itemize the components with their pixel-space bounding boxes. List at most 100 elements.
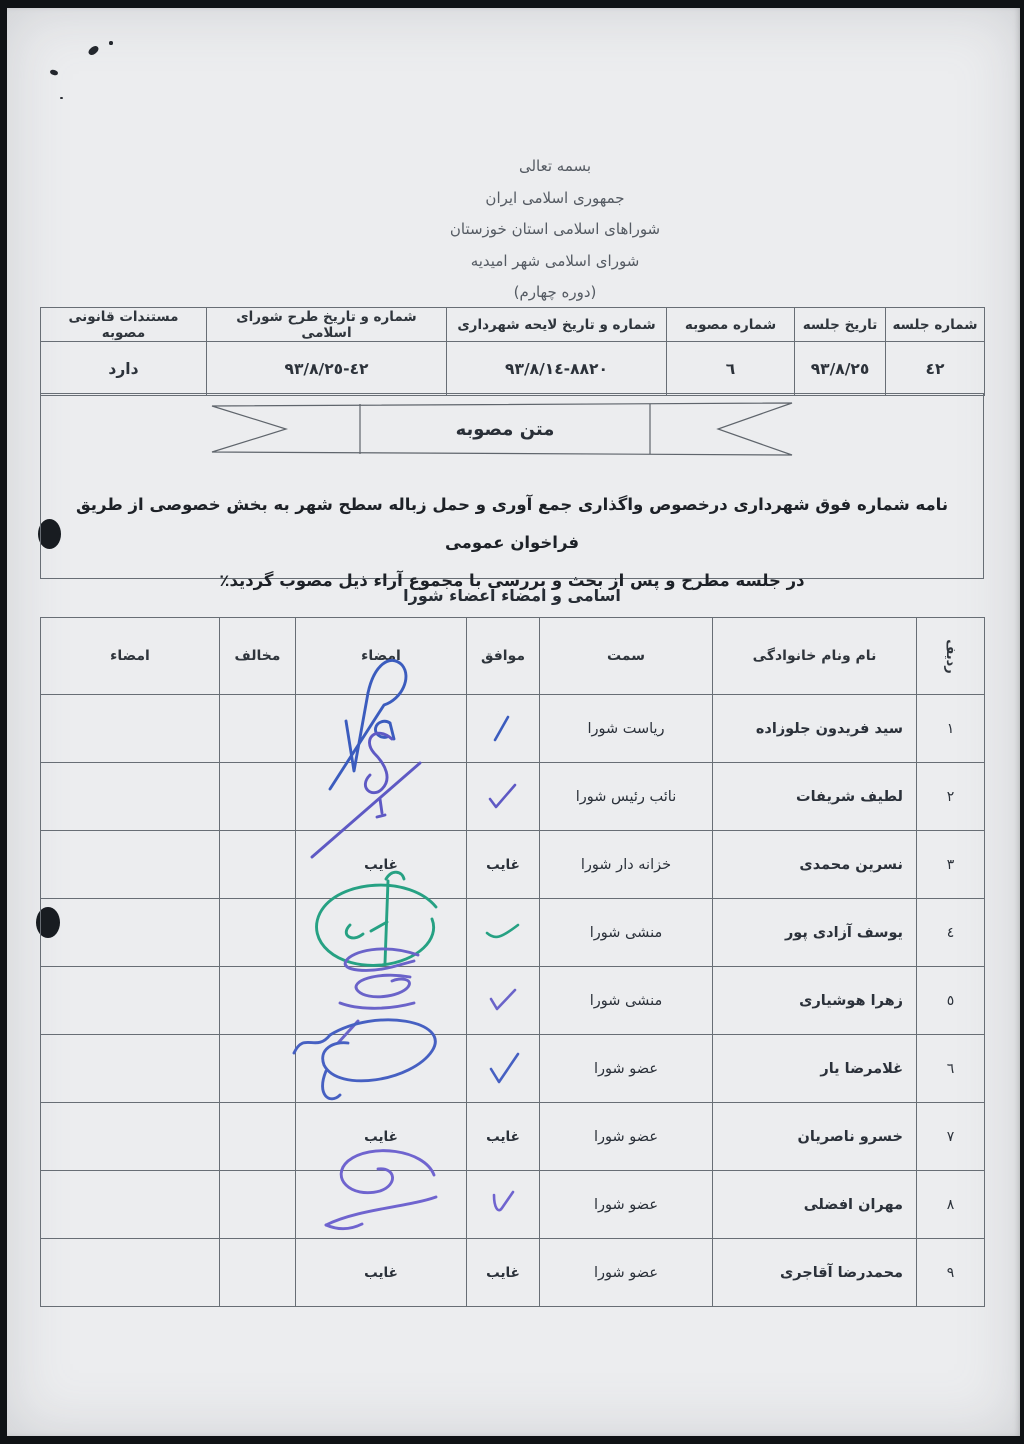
signatures-heading: اسامی و امضاء اعضاء شورا <box>403 586 621 605</box>
resolution-line-1: نامه شماره فوق شهرداری درخصوص واگذاری جم… <box>75 495 949 552</box>
opposed-cell <box>219 762 296 831</box>
signature-cell <box>295 870 467 967</box>
banner-title: متن مصوبه <box>455 418 555 440</box>
info-col-municipality-bill: شماره و تاریخ لایحه شهرداری <box>446 307 667 342</box>
row-number: ٤ <box>916 898 985 967</box>
session-no-value: ٤٢ <box>885 341 985 396</box>
vote-cell: غایب <box>466 1238 540 1307</box>
sig-col-agree: موافق <box>466 617 540 695</box>
row-number: ٣ <box>916 830 985 899</box>
signature-cell <box>295 1149 467 1239</box>
punch-hole <box>38 519 61 549</box>
vote-cell <box>466 966 540 1035</box>
opposed-cell <box>219 830 296 899</box>
absent-label: غایب <box>486 856 520 873</box>
row-number: ٨ <box>916 1170 985 1239</box>
opposed-cell <box>219 1102 296 1171</box>
letterhead-city-council: شورای اسلامی شهر امیدیه <box>470 251 640 270</box>
agree-check-mark <box>492 1190 515 1211</box>
member-name: مهران افضلی <box>712 1170 917 1239</box>
vote-cell <box>466 898 540 967</box>
agree-check-mark <box>485 923 520 938</box>
sig-col-row-label: ردیف <box>943 639 958 674</box>
absent-label: غایب <box>364 1264 398 1281</box>
member-row-3: ٣ نسرین محمدی خزانه دار شورا غایب غایب <box>40 830 985 899</box>
member-position: منشی شورا <box>539 898 713 967</box>
member-position: عضو شورا <box>539 1238 713 1307</box>
ink-speck <box>60 97 63 99</box>
letterhead: بسمه تعالی جمهوری اسلامی ایران شوراهای ا… <box>0 151 1024 309</box>
signature-cell: غایب <box>295 1102 467 1171</box>
signature-cell <box>295 731 467 859</box>
signatures-table: ردیف نام ونام خانوادگی سمت موافق امضاء م… <box>40 617 985 1307</box>
sig-col-signature2: امضاء <box>40 617 220 695</box>
letterhead-province-councils: شوراهای اسلامی استان خوزستان <box>449 220 661 238</box>
agree-slash-mark <box>493 715 510 741</box>
sig-col-position: سمت <box>539 617 713 695</box>
letterhead-bismillah: بسمه تعالی <box>518 157 592 175</box>
member-name: سید فریدون جلوزاده <box>712 694 917 763</box>
member-row-9: ٩ محمدرضا آقاجری عضو شورا غایب غایب <box>40 1238 985 1307</box>
sig-col-row: ردیف <box>916 617 985 695</box>
legal-docs-value: دارد <box>40 341 207 396</box>
vote-cell: غایب <box>466 1102 540 1171</box>
member-position: عضو شورا <box>539 1034 713 1103</box>
member-position: عضو شورا <box>539 1170 713 1239</box>
info-col-session-no: شماره جلسه <box>885 307 985 342</box>
signature-cell <box>295 659 467 791</box>
vote-cell <box>466 762 540 831</box>
absent-label: غایب <box>486 1264 520 1281</box>
opposed-cell <box>219 1238 296 1307</box>
absent-label: غایب <box>486 1128 520 1145</box>
member-position: عضو شورا <box>539 1102 713 1171</box>
agree-check-mark <box>489 988 517 1010</box>
member-row-8: ٨ مهران افضلی عضو شورا <box>40 1149 985 1239</box>
row-number: ٩ <box>916 1238 985 1307</box>
member-row-1: ١ سید فریدون جلوزاده ریاست شورا <box>40 659 985 791</box>
opposed-signature-cell <box>40 830 220 899</box>
opposed-signature-cell <box>40 1238 220 1307</box>
member-row-7: ٧ خسرو ناصریان عضو شورا غایب غایب <box>40 1102 985 1171</box>
sig-col-signature: امضاء <box>295 617 467 695</box>
sig-col-name: نام ونام خانوادگی <box>712 617 917 695</box>
member-position: نائب رئیس شورا <box>539 762 713 831</box>
row-number: ١ <box>916 694 985 763</box>
member-row-6: ٦ غلامرضا یار عضو شورا <box>40 1018 985 1103</box>
member-position: منشی شورا <box>539 966 713 1035</box>
member-row-2: ٢ لطیف شریفات نائب رئیس شورا <box>40 731 985 859</box>
agree-check-mark <box>489 1052 520 1083</box>
session-date-value: ٩٣/٨/٢٥ <box>794 341 886 396</box>
opposed-signature-cell <box>40 966 220 1035</box>
row-number: ٢ <box>916 762 985 831</box>
agree-check-mark <box>488 783 517 808</box>
info-header-row: شماره جلسه تاریخ جلسه شماره مصوبه شماره … <box>40 307 985 342</box>
member-name: یوسف آزادی پور <box>712 898 917 967</box>
member-position: ریاست شورا <box>539 694 713 763</box>
ink-speck <box>109 41 113 45</box>
member-position: خزانه دار شورا <box>539 830 713 899</box>
resolution-line-2: در جلسه مطرح و پس از بحث و بررسی با مجمو… <box>219 571 805 590</box>
member-row-5: ٥ زهرا هوشیاری منشی شورا <box>40 947 985 1045</box>
council-plan-value: ٤٢-٩٣/٨/٢٥ <box>206 341 447 396</box>
vote-cell <box>466 1170 540 1239</box>
signature-cell: غایب <box>295 830 467 899</box>
opposed-signature-cell <box>40 1034 220 1103</box>
sig-col-opposed: مخالف <box>219 617 296 695</box>
opposed-signature-cell <box>40 898 220 967</box>
absent-label: غایب <box>364 1128 398 1145</box>
opposed-signature-cell <box>40 694 220 763</box>
info-col-session-date: تاریخ جلسه <box>794 307 886 342</box>
row-number: ٥ <box>916 966 985 1035</box>
row-number: ٧ <box>916 1102 985 1171</box>
vote-cell <box>466 694 540 763</box>
member-name: لطیف شریفات <box>712 762 917 831</box>
member-name: نسرین محمدی <box>712 830 917 899</box>
opposed-signature-cell <box>40 1102 220 1171</box>
letterhead-term: (دوره چهارم) <box>513 283 597 301</box>
signature-cell <box>292 1018 467 1103</box>
vote-cell: غایب <box>466 830 540 899</box>
row-number: ٦ <box>916 1034 985 1103</box>
opposed-signature-cell <box>40 762 220 831</box>
opposed-cell <box>219 898 296 967</box>
